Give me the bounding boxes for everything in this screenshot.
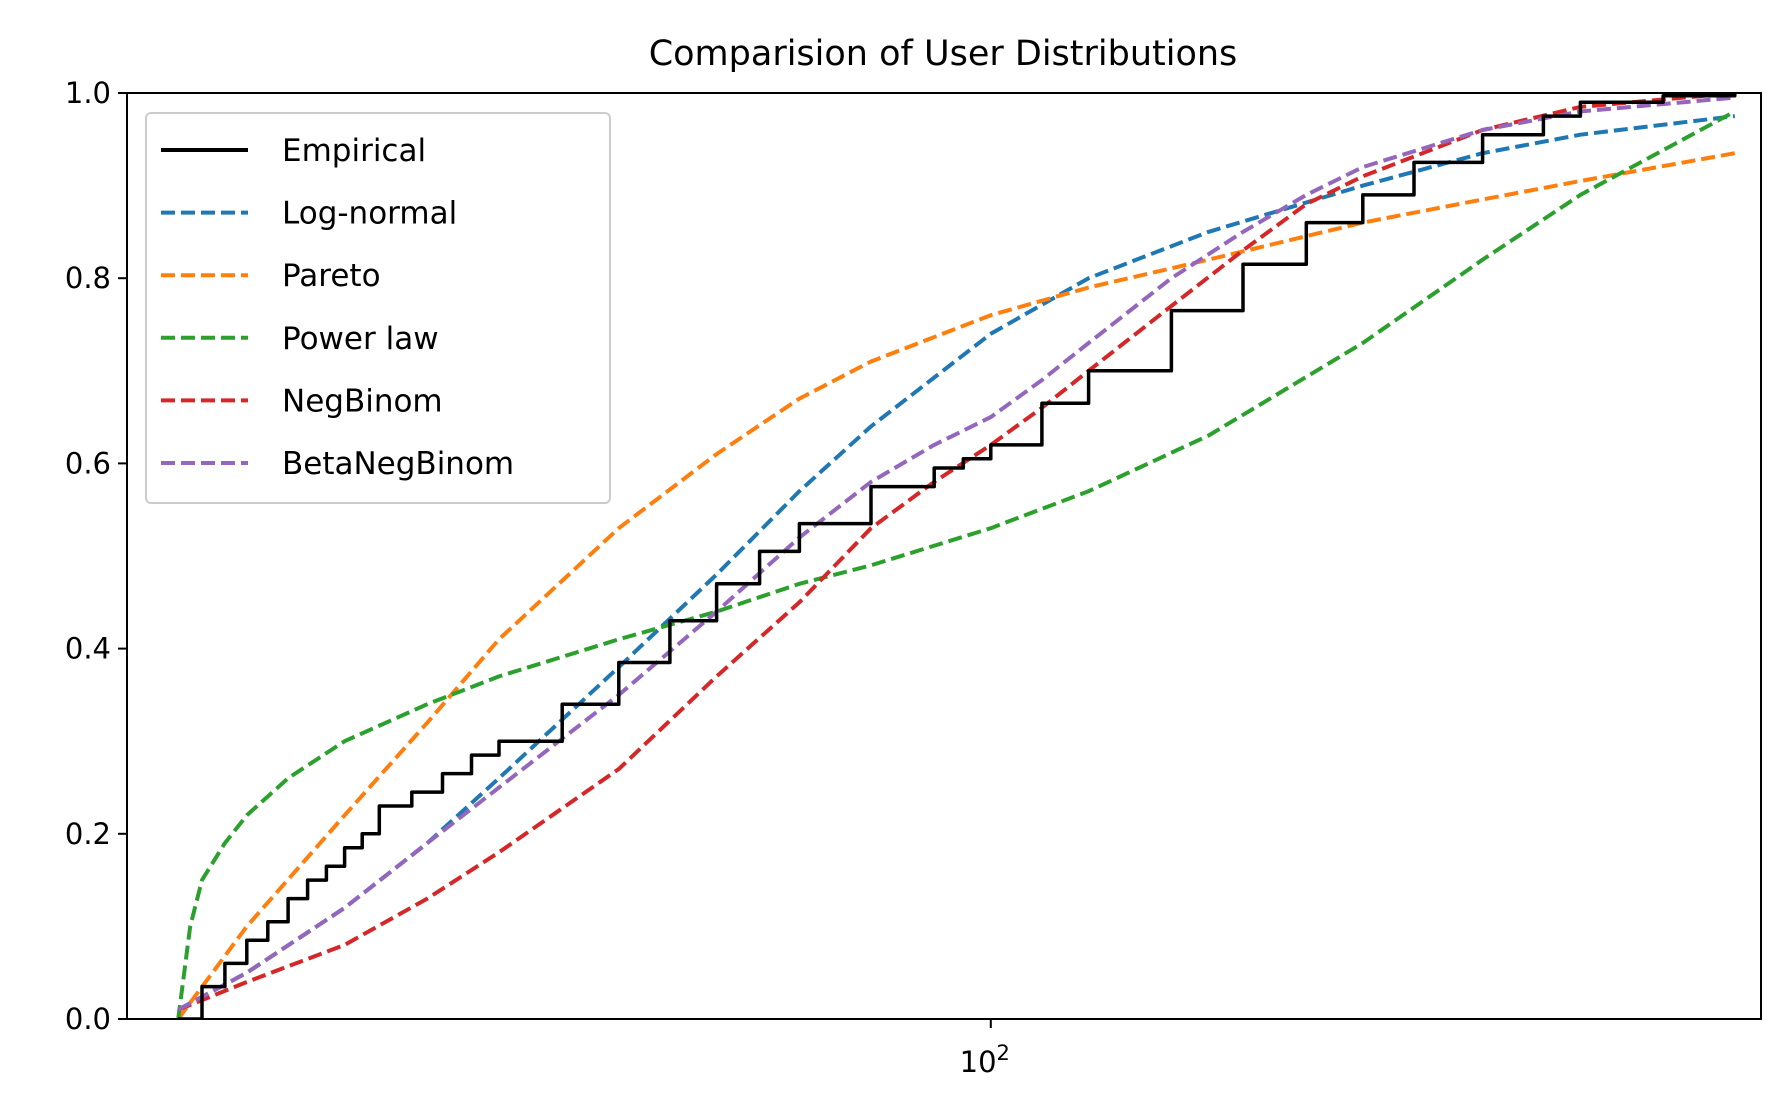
series-line-power-law [176, 109, 1736, 1019]
y-tick-label: 1.0 [65, 76, 111, 110]
legend-label-log-normal: Log-normal [282, 196, 457, 232]
series-line-empirical [178, 93, 1737, 1019]
ticks-layer: 0.0 0.2 0.4 0.6 0.8 1.0 102 [65, 76, 1010, 1079]
legend-label-betanegbinom: BetaNegBinom [282, 446, 514, 482]
y-tick-label: 0.4 [65, 632, 111, 666]
y-tick-label: 0.8 [65, 261, 111, 295]
y-tick-label: 0.2 [65, 817, 111, 851]
y-tick-label: 0.0 [65, 1002, 111, 1036]
series-layer [176, 93, 1737, 1019]
series-line-betanegbinom [177, 95, 1735, 1012]
legend-label-pareto: Pareto [282, 258, 381, 294]
series-line-pareto [176, 151, 1736, 1019]
y-tick-label: 0.6 [65, 446, 111, 480]
x-tick-label: 102 [960, 1041, 1010, 1079]
legend-label-negbinom: NegBinom [282, 383, 443, 419]
legend-box [145, 112, 611, 504]
chart-title: Comparision of User Distributions [649, 34, 1238, 74]
legend-label-empirical: Empirical [282, 133, 426, 169]
plot-frame [126, 92, 1762, 1020]
legend-label-power-law: Power law [282, 321, 439, 357]
legend: Empirical Log-normal Pareto Power law NegBin… [145, 112, 611, 504]
